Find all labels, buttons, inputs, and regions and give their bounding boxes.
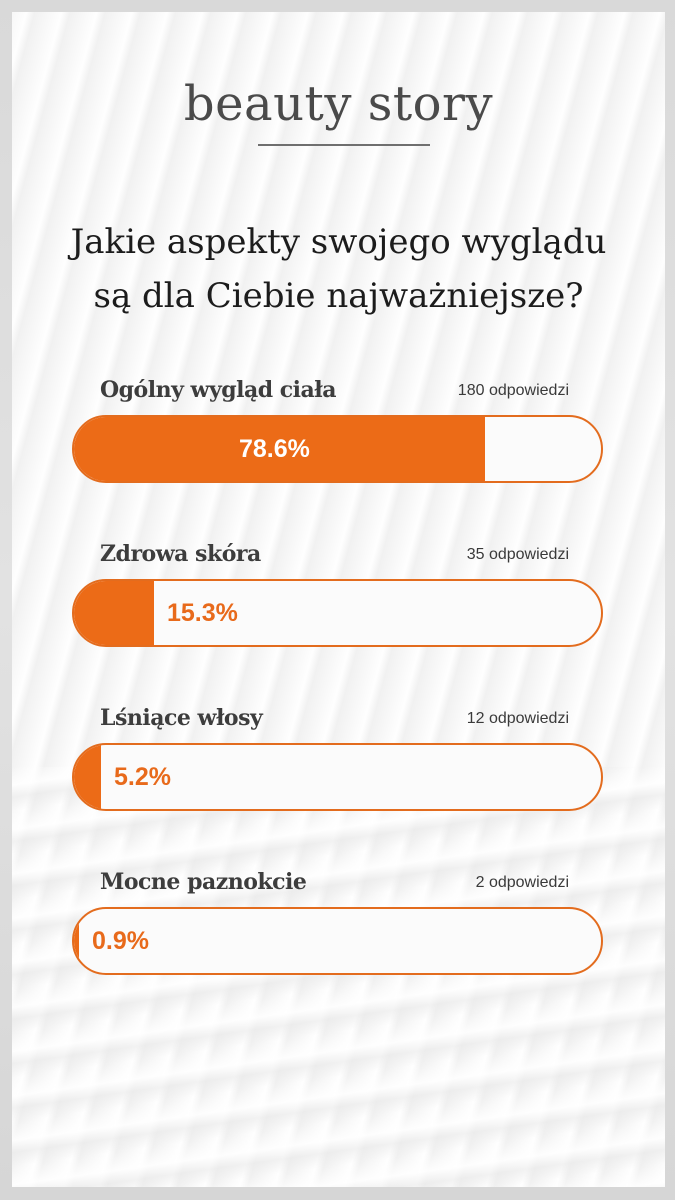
option-label: Mocne paznokcie: [100, 869, 307, 895]
result-percent: 5.2%: [114, 763, 171, 791]
option-label: Lśniące włosy: [100, 705, 263, 731]
poll-card: beauty story Jakie aspekty swojego wyglą…: [12, 12, 665, 1187]
result-percent: 78.6%: [239, 435, 310, 463]
option-count: 2 odpowiedzi: [475, 874, 569, 891]
result-bar-fill: [74, 745, 101, 809]
brand-logo: beauty story: [183, 76, 494, 132]
result-percent: 0.9%: [92, 927, 149, 955]
result-bar: 15.3%: [72, 579, 603, 647]
brand-underline: [258, 144, 430, 146]
poll-question: Jakie aspekty swojego wyglądu są dla Cie…: [12, 215, 665, 323]
result-bar: 0.9%: [72, 907, 603, 975]
option-label: Ogólny wygląd ciała: [100, 377, 337, 403]
option-count: 35 odpowiedzi: [466, 546, 569, 563]
result-bar-fill: [74, 909, 79, 973]
result-bar-fill: [74, 581, 154, 645]
result-bar: 78.6%: [72, 415, 603, 483]
result-percent: 15.3%: [167, 599, 238, 627]
question-line-1: Jakie aspekty swojego wyglądu: [70, 222, 607, 262]
question-line-2: są dla Ciebie najważniejsze?: [93, 276, 584, 316]
option-count: 180 odpowiedzi: [457, 382, 569, 399]
option-label: Zdrowa skóra: [100, 541, 261, 567]
result-bar-fill: [74, 417, 485, 481]
option-count: 12 odpowiedzi: [466, 710, 569, 727]
result-bar: 5.2%: [72, 743, 603, 811]
